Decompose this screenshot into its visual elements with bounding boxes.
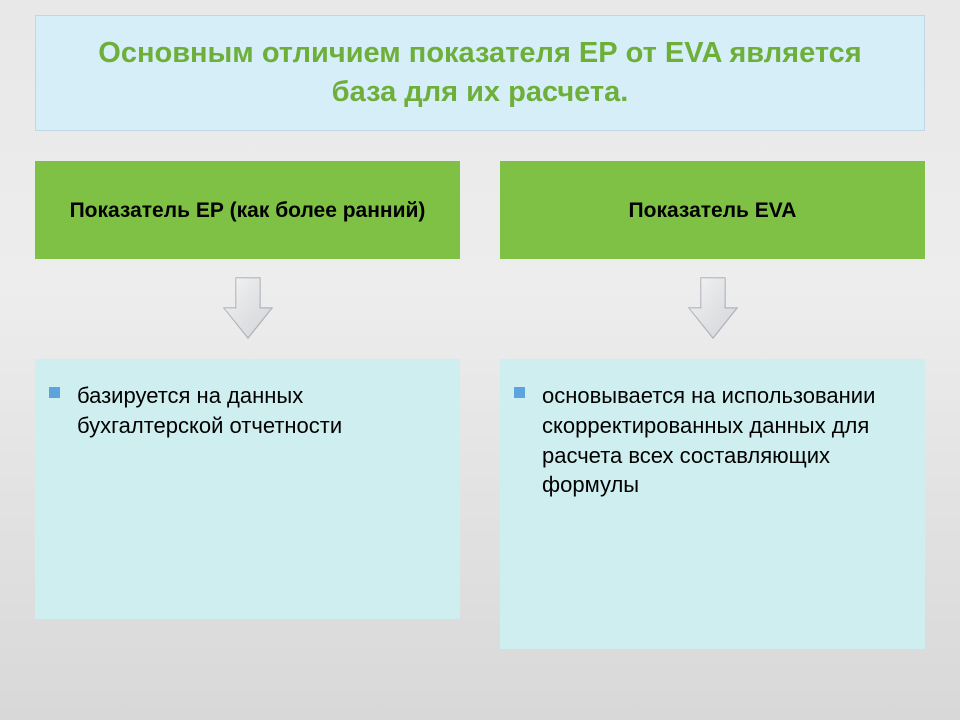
column-eva: Показатель EVA основывается на исполь (500, 161, 925, 690)
title-box: Основным отличием показателя ЕР от EVA я… (35, 15, 925, 131)
arrow-eva (500, 259, 925, 359)
bullet-icon (514, 387, 525, 398)
columns-container: Показатель ЕР (как более ранний) бази (35, 161, 925, 690)
column-eva-header: Показатель EVA (500, 161, 925, 259)
down-arrow-icon (685, 274, 741, 344)
column-ep-header: Показатель ЕР (как более ранний) (35, 161, 460, 259)
arrow-ep (35, 259, 460, 359)
bullet-icon (49, 387, 60, 398)
column-eva-header-text: Показатель EVA (629, 197, 797, 224)
column-eva-body: основывается на использовании скорректир… (500, 359, 925, 649)
column-ep: Показатель ЕР (как более ранний) бази (35, 161, 460, 690)
column-ep-body-text: базируется на данных бухгалтерской отчет… (67, 381, 440, 440)
down-arrow-icon (220, 274, 276, 344)
slide-title: Основным отличием показателя ЕР от EVA я… (66, 34, 894, 112)
column-eva-body-text: основывается на использовании скорректир… (532, 381, 905, 500)
column-ep-header-text: Показатель ЕР (как более ранний) (70, 197, 426, 224)
slide: Основным отличием показателя ЕР от EVA я… (0, 0, 960, 720)
column-ep-body: базируется на данных бухгалтерской отчет… (35, 359, 460, 619)
